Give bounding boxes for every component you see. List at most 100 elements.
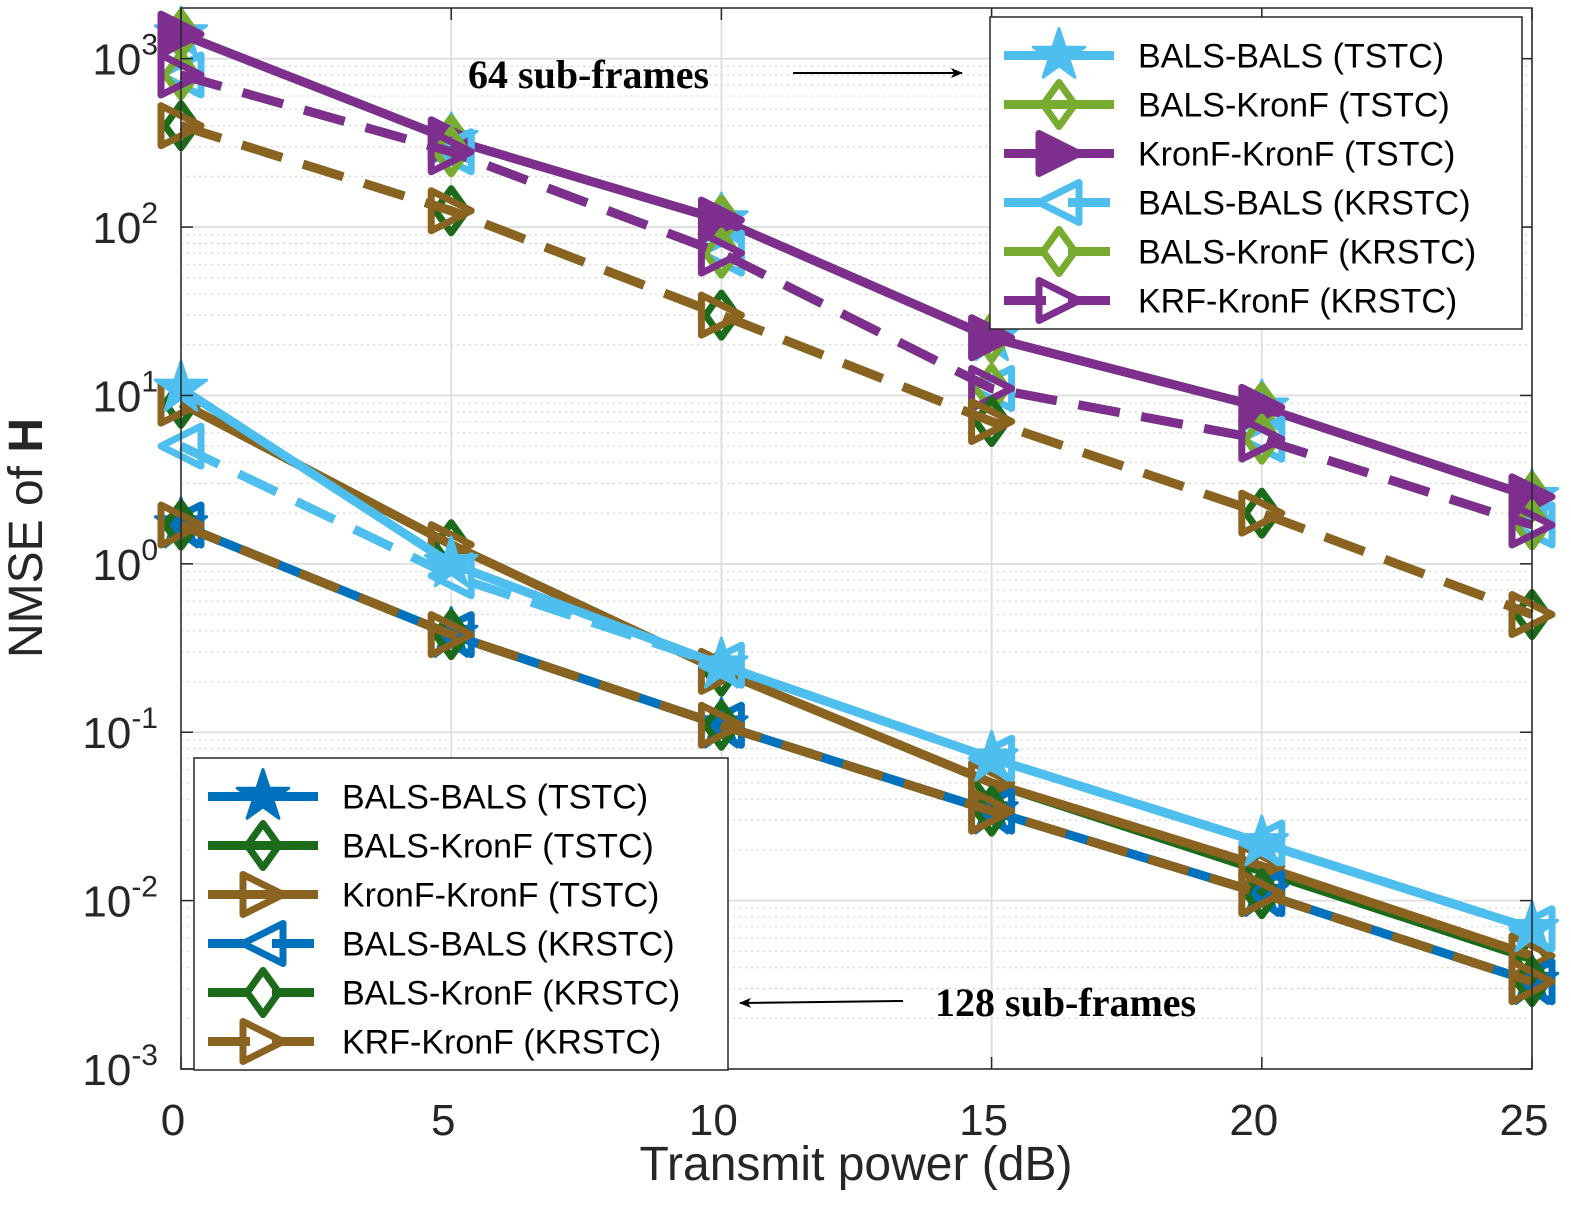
data-point (427, 611, 475, 659)
legend-box (989, 16, 1523, 330)
y-tick-label: 101 (92, 365, 158, 421)
legend-label: BALS-KronF (TSTC) (342, 828, 654, 866)
legend-item: BALS-KronF (TSTC) (1004, 79, 1450, 130)
legend-box (193, 757, 729, 1071)
x-tick-label: 5 (431, 1096, 455, 1145)
legend-item: BALS-KronF (TSTC) (208, 820, 654, 871)
series-line (179, 29, 1534, 502)
data-point (697, 641, 745, 689)
legend-item: KronF-KronF (TSTC) (1004, 130, 1455, 177)
y-tick-base: 10 (92, 372, 141, 421)
legend-item: BALS-KronF (KRSTC) (1004, 226, 1476, 277)
data-point (427, 552, 475, 600)
y-tick-label: 10-1 (82, 702, 158, 758)
y-tick-exponent: -3 (131, 1039, 158, 1072)
legend-marker (1039, 226, 1079, 277)
data-point (968, 734, 1016, 782)
legend-64-sub-frames: BALS-BALS (TSTC) BALS-KronF (TSTC) KronF-K… (989, 16, 1523, 330)
data-point (427, 187, 475, 235)
legend-marker (1035, 130, 1083, 177)
data-point (1238, 870, 1286, 918)
legend-label: BALS-BALS (TSTC) (1138, 38, 1444, 76)
series-line (179, 70, 1534, 530)
y-tick-exponent: -2 (131, 871, 158, 904)
y-tick-label: 10-3 (82, 1039, 158, 1095)
x-tick-label: 25 (1500, 1096, 1549, 1145)
y-tick-label: 102 (92, 197, 158, 253)
series-1-7 (157, 422, 1556, 953)
annotation-64: 64 sub-frames (468, 52, 963, 97)
x-tick-label: 0 (161, 1096, 185, 1145)
y-axis-label-bold: H (0, 418, 53, 453)
legend-marker (1039, 79, 1079, 130)
y-tick-label: 103 (92, 29, 158, 85)
legend-128-sub-frames: BALS-BALS (TSTC) BALS-KronF (TSTC) KronF-K… (193, 757, 729, 1071)
legend-marker (243, 967, 283, 1018)
x-tick-label: 20 (1229, 1096, 1278, 1145)
series-layer (153, 5, 1560, 1008)
y-tick-exponent: -1 (131, 702, 158, 735)
legend-marker (1035, 179, 1083, 226)
y-axis-label-text: NMSE of (0, 453, 53, 658)
legend-label: BALS-BALS (KRSTC) (342, 926, 675, 964)
legend-label: BALS-KronF (TSTC) (1138, 87, 1450, 125)
annotation-128-label: 128 sub-frames (935, 980, 1196, 1025)
y-tick-label: 100 (92, 534, 158, 590)
x-tick-label: 10 (689, 1096, 738, 1145)
legend-marker (235, 768, 291, 820)
data-point (968, 398, 1016, 446)
legend-item: BALS-BALS (TSTC) (1004, 27, 1444, 79)
legend-item: BALS-BALS (TSTC) (208, 768, 648, 820)
legend-marker (239, 871, 287, 918)
legend-item: KRF-KronF (KRSTC) (1004, 277, 1457, 324)
legend-label: BALS-KronF (KRSTC) (342, 975, 680, 1013)
data-point (1238, 489, 1286, 537)
data-point (1238, 415, 1286, 463)
legend-label: BALS-KronF (KRSTC) (1138, 234, 1476, 272)
series-line (178, 399, 1534, 961)
data-point (697, 291, 745, 339)
series-line (179, 121, 1534, 619)
y-tick-base: 10 (92, 541, 141, 590)
legend-item: KRF-KronF (KRSTC) (208, 1018, 661, 1065)
y-tick-label: 10-2 (82, 871, 158, 927)
legend-marker (239, 1018, 287, 1065)
legend-item: BALS-BALS (KRSTC) (208, 920, 675, 967)
annotation-128-arrow (739, 997, 904, 1008)
x-tick-label: 15 (959, 1096, 1008, 1145)
y-tick-base: 10 (82, 1046, 131, 1095)
series-line (179, 442, 1534, 934)
legend-marker (1031, 27, 1087, 79)
data-point (1238, 819, 1286, 867)
x-axis-label: Transmit power (dB) (640, 1138, 1073, 1191)
legend-marker (1035, 277, 1083, 324)
legend-label: KronF-KronF (TSTC) (342, 877, 659, 915)
y-tick-base: 10 (92, 36, 141, 85)
legend-label: KronF-KronF (TSTC) (1138, 136, 1455, 174)
series-line (179, 520, 1534, 986)
annotation-64-label: 64 sub-frames (468, 52, 709, 97)
y-tick-exponent: 3 (141, 29, 158, 62)
legend-item: KronF-KronF (TSTC) (208, 871, 659, 918)
legend-label: BALS-BALS (TSTC) (342, 779, 648, 817)
data-point (697, 229, 745, 277)
annotation-128: 128 sub-frames (739, 980, 1196, 1025)
legend-label: KRF-KronF (KRSTC) (1138, 283, 1457, 321)
data-point (968, 787, 1016, 835)
data-point (697, 701, 745, 749)
legend-label: BALS-BALS (KRSTC) (1138, 185, 1471, 223)
y-tick-base: 10 (82, 709, 131, 758)
plot-frame (180, 7, 1533, 1070)
y-axis-label: NMSE of H (0, 418, 53, 658)
y-tick-base: 10 (82, 878, 131, 927)
legend-marker (239, 920, 287, 967)
legend-marker (243, 820, 283, 871)
legend-item: BALS-KronF (KRSTC) (208, 967, 680, 1018)
y-tick-exponent: 0 (141, 534, 158, 567)
legend-item: BALS-BALS (KRSTC) (1004, 179, 1471, 226)
y-tick-base: 10 (92, 204, 141, 253)
legend-label: KRF-KronF (KRSTC) (342, 1024, 661, 1062)
data-point (427, 128, 475, 176)
